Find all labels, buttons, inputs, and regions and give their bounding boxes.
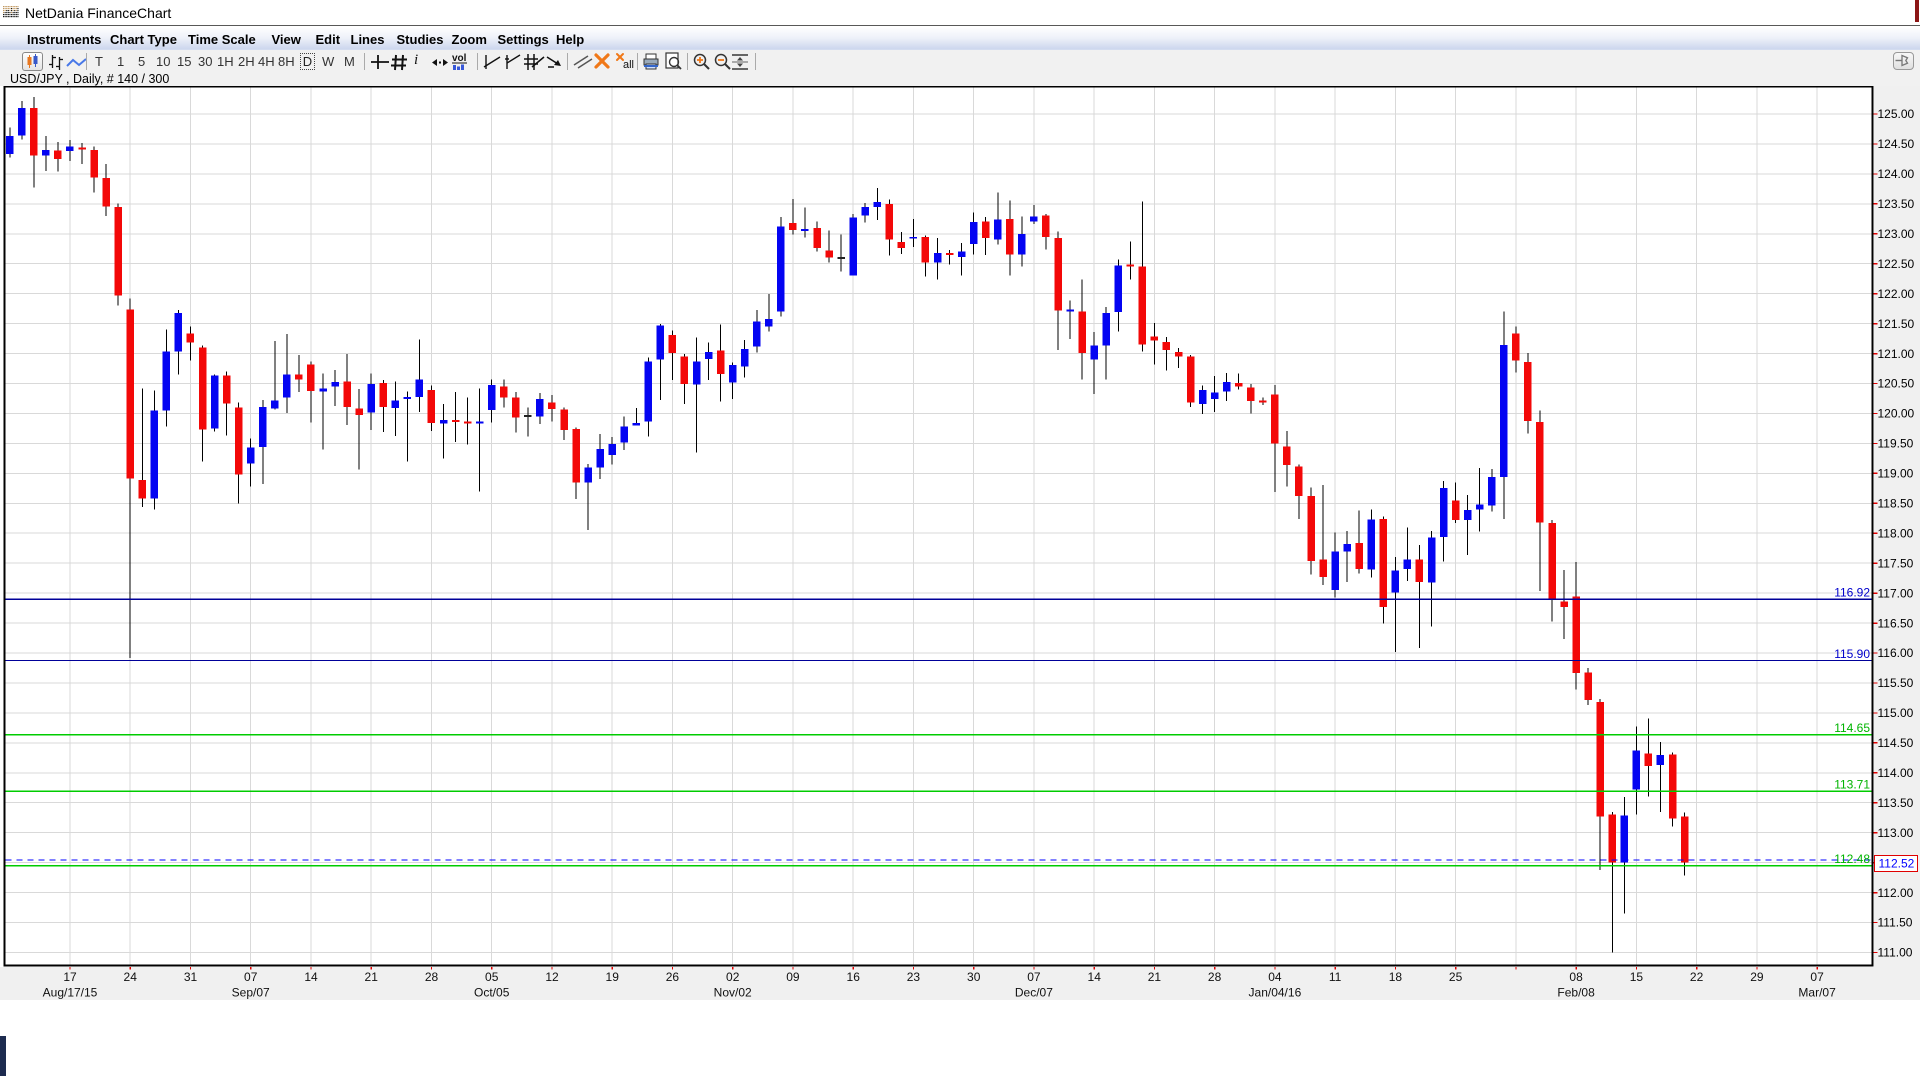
svg-text:26: 26 bbox=[666, 970, 680, 984]
svg-text:23: 23 bbox=[907, 970, 921, 984]
svg-text:Oct/05: Oct/05 bbox=[474, 986, 510, 1000]
svg-text:22: 22 bbox=[1690, 970, 1704, 984]
svg-text:116.92: 116.92 bbox=[1834, 586, 1870, 600]
svg-text:124.00: 124.00 bbox=[1878, 167, 1915, 181]
svg-text:19: 19 bbox=[606, 970, 620, 984]
svg-text:121.00: 121.00 bbox=[1878, 347, 1915, 361]
svg-text:115.50: 115.50 bbox=[1878, 676, 1914, 690]
svg-text:14: 14 bbox=[1088, 970, 1102, 984]
svg-text:vol: vol bbox=[452, 53, 467, 64]
svg-text:09: 09 bbox=[786, 970, 800, 984]
svg-text:113.71: 113.71 bbox=[1834, 778, 1870, 792]
svg-text:28: 28 bbox=[425, 970, 439, 984]
svg-text:122.00: 122.00 bbox=[1878, 287, 1915, 301]
svg-text:11: 11 bbox=[1329, 970, 1342, 984]
svg-text:Mar/07: Mar/07 bbox=[1798, 986, 1836, 1000]
svg-text:121.50: 121.50 bbox=[1878, 317, 1915, 331]
svg-text:21: 21 bbox=[1148, 970, 1162, 984]
svg-text:113.00: 113.00 bbox=[1878, 826, 1914, 840]
svg-text:115.90: 115.90 bbox=[1834, 647, 1870, 661]
svg-text:118.00: 118.00 bbox=[1878, 526, 1914, 540]
svg-text:114.50: 114.50 bbox=[1878, 736, 1914, 750]
svg-text:Jan/04/16: Jan/04/16 bbox=[1249, 986, 1302, 1000]
svg-text:123.50: 123.50 bbox=[1878, 197, 1915, 211]
svg-text:Dec/07: Dec/07 bbox=[1015, 986, 1053, 1000]
svg-text:14: 14 bbox=[304, 970, 318, 984]
svg-text:124.50: 124.50 bbox=[1878, 137, 1915, 151]
svg-text:114.00: 114.00 bbox=[1878, 766, 1914, 780]
svg-text:29: 29 bbox=[1750, 970, 1764, 984]
svg-text:17: 17 bbox=[63, 970, 77, 984]
svg-text:16: 16 bbox=[847, 970, 861, 984]
svg-text:123.00: 123.00 bbox=[1878, 227, 1915, 241]
svg-text:122.50: 122.50 bbox=[1878, 257, 1915, 271]
svg-text:02: 02 bbox=[726, 970, 740, 984]
svg-text:118.50: 118.50 bbox=[1878, 497, 1914, 511]
svg-text:30: 30 bbox=[967, 970, 981, 984]
svg-text:25: 25 bbox=[1449, 970, 1463, 984]
svg-text:12: 12 bbox=[545, 970, 559, 984]
svg-text:18: 18 bbox=[1389, 970, 1403, 984]
svg-text:05: 05 bbox=[485, 970, 499, 984]
svg-text:120.50: 120.50 bbox=[1878, 377, 1915, 391]
svg-text:111.50: 111.50 bbox=[1878, 916, 1913, 930]
svg-text:Aug/17/15: Aug/17/15 bbox=[43, 986, 98, 1000]
svg-text:all: all bbox=[623, 59, 634, 71]
svg-text:117.00: 117.00 bbox=[1878, 586, 1914, 600]
svg-text:114.65: 114.65 bbox=[1834, 721, 1870, 735]
svg-text:07: 07 bbox=[1810, 970, 1824, 984]
svg-text:15: 15 bbox=[1630, 970, 1644, 984]
svg-text:112.48: 112.48 bbox=[1834, 852, 1870, 866]
svg-text:08: 08 bbox=[1569, 970, 1583, 984]
svg-text:120.00: 120.00 bbox=[1878, 407, 1915, 421]
svg-text:116.00: 116.00 bbox=[1878, 646, 1914, 660]
svg-text:24: 24 bbox=[124, 970, 138, 984]
svg-text:07: 07 bbox=[1027, 970, 1041, 984]
svg-text:31: 31 bbox=[184, 970, 198, 984]
svg-text:112.00: 112.00 bbox=[1878, 886, 1914, 900]
svg-text:119.00: 119.00 bbox=[1878, 467, 1914, 481]
svg-text:113.50: 113.50 bbox=[1878, 796, 1914, 810]
svg-text:07: 07 bbox=[244, 970, 258, 984]
svg-text:04: 04 bbox=[1268, 970, 1282, 984]
svg-text:125.00: 125.00 bbox=[1878, 107, 1915, 121]
svg-text:115.00: 115.00 bbox=[1878, 706, 1914, 720]
svg-text:Nov/02: Nov/02 bbox=[714, 986, 752, 1000]
svg-text:111.00: 111.00 bbox=[1878, 946, 1913, 960]
svg-text:21: 21 bbox=[365, 970, 379, 984]
svg-text:Feb/08: Feb/08 bbox=[1557, 986, 1595, 1000]
svg-text:112.52: 112.52 bbox=[1879, 857, 1915, 871]
svg-text:28: 28 bbox=[1208, 970, 1222, 984]
svg-text:117.50: 117.50 bbox=[1878, 556, 1914, 570]
svg-text:Sep/07: Sep/07 bbox=[232, 986, 270, 1000]
svg-text:116.50: 116.50 bbox=[1878, 616, 1914, 630]
svg-text:119.50: 119.50 bbox=[1878, 437, 1914, 451]
